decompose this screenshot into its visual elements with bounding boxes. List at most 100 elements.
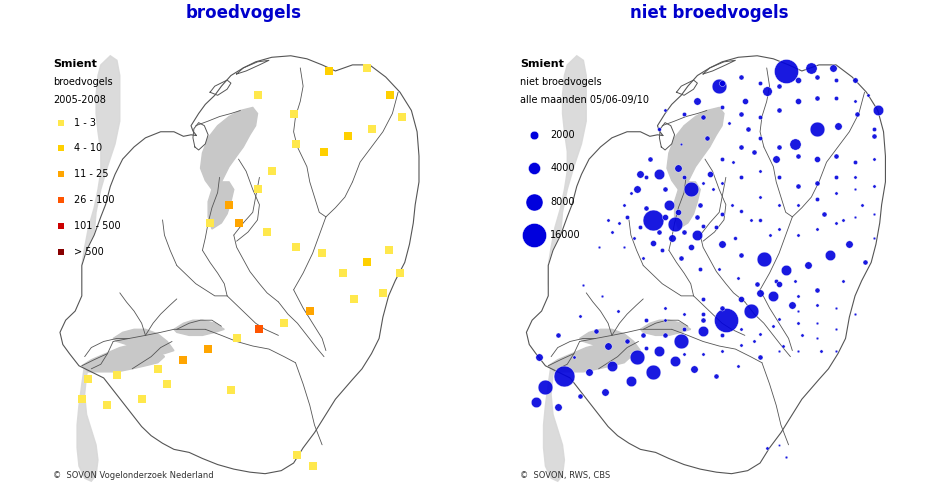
Point xyxy=(708,372,724,380)
Polygon shape xyxy=(676,80,697,95)
Point xyxy=(827,219,843,227)
Point xyxy=(808,95,823,102)
Point xyxy=(619,338,634,345)
Point xyxy=(249,186,265,194)
Point xyxy=(789,201,804,209)
Text: broedvogels: broedvogels xyxy=(53,77,113,87)
Text: > 500: > 500 xyxy=(74,247,104,257)
Point xyxy=(730,362,745,369)
Point xyxy=(770,201,785,209)
Point xyxy=(657,213,672,221)
Point xyxy=(638,173,653,181)
Point xyxy=(808,179,823,187)
Point xyxy=(789,307,804,315)
Point xyxy=(689,98,704,105)
Point xyxy=(770,106,785,114)
Point xyxy=(767,155,783,163)
Polygon shape xyxy=(60,56,419,474)
Text: 16000: 16000 xyxy=(549,230,580,240)
Point xyxy=(604,228,619,236)
Point xyxy=(789,152,804,160)
Point xyxy=(764,322,780,330)
Text: Smient: Smient xyxy=(519,59,563,69)
Point xyxy=(822,251,837,259)
Text: 26 - 100: 26 - 100 xyxy=(74,195,114,205)
Point xyxy=(109,371,125,379)
Point xyxy=(752,113,767,121)
Point xyxy=(865,155,881,163)
Point xyxy=(752,134,767,142)
Point xyxy=(623,189,638,196)
Point xyxy=(702,171,717,178)
Point xyxy=(676,228,691,236)
Point xyxy=(704,186,720,194)
Point xyxy=(676,310,691,318)
Point xyxy=(733,110,748,118)
Point xyxy=(846,186,862,194)
Point xyxy=(571,312,586,319)
Point xyxy=(733,295,748,303)
Point xyxy=(846,310,862,318)
Polygon shape xyxy=(208,182,233,229)
Point xyxy=(359,64,374,72)
Point xyxy=(571,392,586,400)
Text: 2000: 2000 xyxy=(549,130,574,140)
Polygon shape xyxy=(543,56,585,481)
Point xyxy=(846,173,862,181)
Point xyxy=(770,143,785,151)
Point xyxy=(827,189,843,196)
Point xyxy=(789,292,804,300)
Point xyxy=(200,345,215,353)
Point xyxy=(673,338,688,345)
Point xyxy=(799,262,814,270)
Point xyxy=(733,143,748,151)
Point xyxy=(733,251,748,259)
Point xyxy=(695,179,710,187)
Point xyxy=(743,307,758,315)
Point xyxy=(714,240,729,248)
Point xyxy=(53,119,69,126)
Point xyxy=(718,316,733,324)
Polygon shape xyxy=(703,60,735,74)
Point xyxy=(632,223,647,231)
Point xyxy=(526,198,541,206)
Point xyxy=(537,383,552,391)
Point xyxy=(53,145,69,152)
Point xyxy=(695,295,710,303)
Point xyxy=(616,244,631,251)
Polygon shape xyxy=(547,344,630,372)
Point xyxy=(556,372,571,380)
Point xyxy=(759,444,774,452)
Text: 1 - 3: 1 - 3 xyxy=(74,118,96,127)
Point xyxy=(752,216,767,224)
Point xyxy=(549,331,565,339)
Point xyxy=(841,240,856,248)
Point xyxy=(808,155,823,163)
Point xyxy=(846,76,862,84)
Point xyxy=(657,186,672,194)
Point xyxy=(600,342,615,350)
Point xyxy=(53,222,69,230)
Point xyxy=(865,210,881,218)
Point xyxy=(803,64,818,72)
Point xyxy=(623,377,638,385)
Point xyxy=(642,155,657,163)
Point xyxy=(770,280,785,288)
Point xyxy=(645,368,660,376)
Point xyxy=(575,281,590,289)
Point xyxy=(619,213,634,221)
Point xyxy=(664,234,679,242)
Polygon shape xyxy=(200,107,257,196)
Point xyxy=(628,186,644,194)
Point xyxy=(752,289,767,297)
Point xyxy=(714,79,729,87)
Point xyxy=(651,125,666,133)
Point xyxy=(714,304,729,312)
Point xyxy=(676,325,691,333)
Point xyxy=(846,158,862,166)
Point xyxy=(786,277,802,285)
Text: 8000: 8000 xyxy=(549,196,574,207)
Point xyxy=(683,244,698,251)
Point xyxy=(789,346,804,354)
Point xyxy=(587,327,603,335)
